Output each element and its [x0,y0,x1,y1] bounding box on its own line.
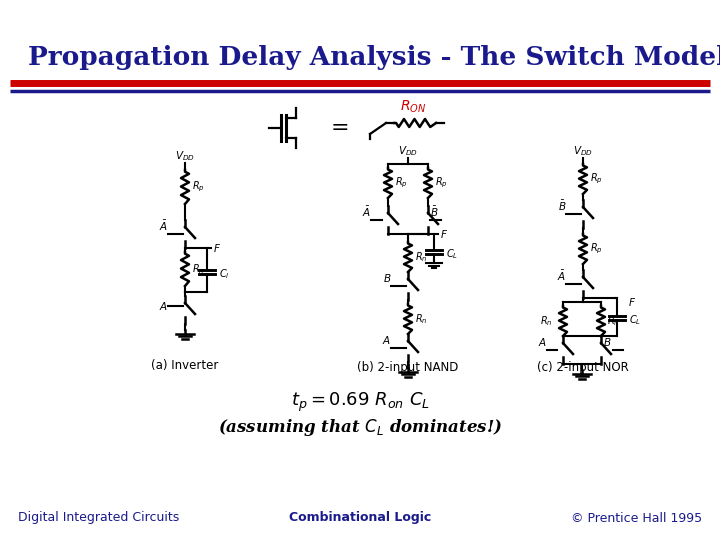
Text: $A$: $A$ [159,300,168,312]
Text: $\bar{B}$: $\bar{B}$ [557,199,566,213]
Text: (c) 2-input NOR: (c) 2-input NOR [537,361,629,375]
Text: $F$: $F$ [440,228,448,240]
Text: $R_n$: $R_n$ [192,262,204,276]
Text: $R_n$: $R_n$ [607,314,620,328]
Text: $\bar{A}$: $\bar{A}$ [159,219,168,233]
Text: (a) Inverter: (a) Inverter [151,359,219,372]
Text: $R_{ON}$: $R_{ON}$ [400,99,426,115]
Text: $\bar{A}$: $\bar{A}$ [362,205,371,219]
Text: $R_n$: $R_n$ [415,312,428,326]
Text: $R_p$: $R_p$ [192,180,204,194]
Text: Propagation Delay Analysis - The Switch Model: Propagation Delay Analysis - The Switch … [28,45,720,71]
Text: $t_p = 0.69\ R_{on}\ C_L$: $t_p = 0.69\ R_{on}\ C_L$ [290,390,430,414]
Text: =: = [330,118,349,138]
Text: Digital Integrated Circuits: Digital Integrated Circuits [18,511,179,524]
Text: $V_{DD}$: $V_{DD}$ [175,149,195,163]
Text: $F$: $F$ [628,296,636,308]
Text: $R_n$: $R_n$ [541,314,553,328]
Text: $\bar{B}$: $\bar{B}$ [430,205,438,219]
Text: (assuming that $C_L$ dominates!): (assuming that $C_L$ dominates!) [217,417,503,438]
Text: $F$: $F$ [213,242,221,254]
Text: $A$: $A$ [538,336,547,348]
Text: $C_l$: $C_l$ [219,267,230,281]
Text: $R_n$: $R_n$ [415,250,428,264]
Text: $\bar{A}$: $\bar{A}$ [557,269,566,283]
Text: (b) 2-input NAND: (b) 2-input NAND [357,361,459,375]
Text: $R_p$: $R_p$ [395,176,408,190]
Text: $R_p$: $R_p$ [590,172,603,186]
Text: © Prentice Hall 1995: © Prentice Hall 1995 [571,511,702,524]
Text: $V_{DD}$: $V_{DD}$ [573,144,593,158]
Text: $C_L$: $C_L$ [446,247,458,261]
Text: $A$: $A$ [382,334,391,346]
Text: $R_p$: $R_p$ [590,242,603,256]
Text: $V_{DD}$: $V_{DD}$ [398,144,418,158]
Text: $R_p$: $R_p$ [435,176,448,190]
Text: $B$: $B$ [603,336,611,348]
Text: Combinational Logic: Combinational Logic [289,511,431,524]
Text: $C_L$: $C_L$ [629,313,642,327]
Text: $B$: $B$ [382,272,391,284]
